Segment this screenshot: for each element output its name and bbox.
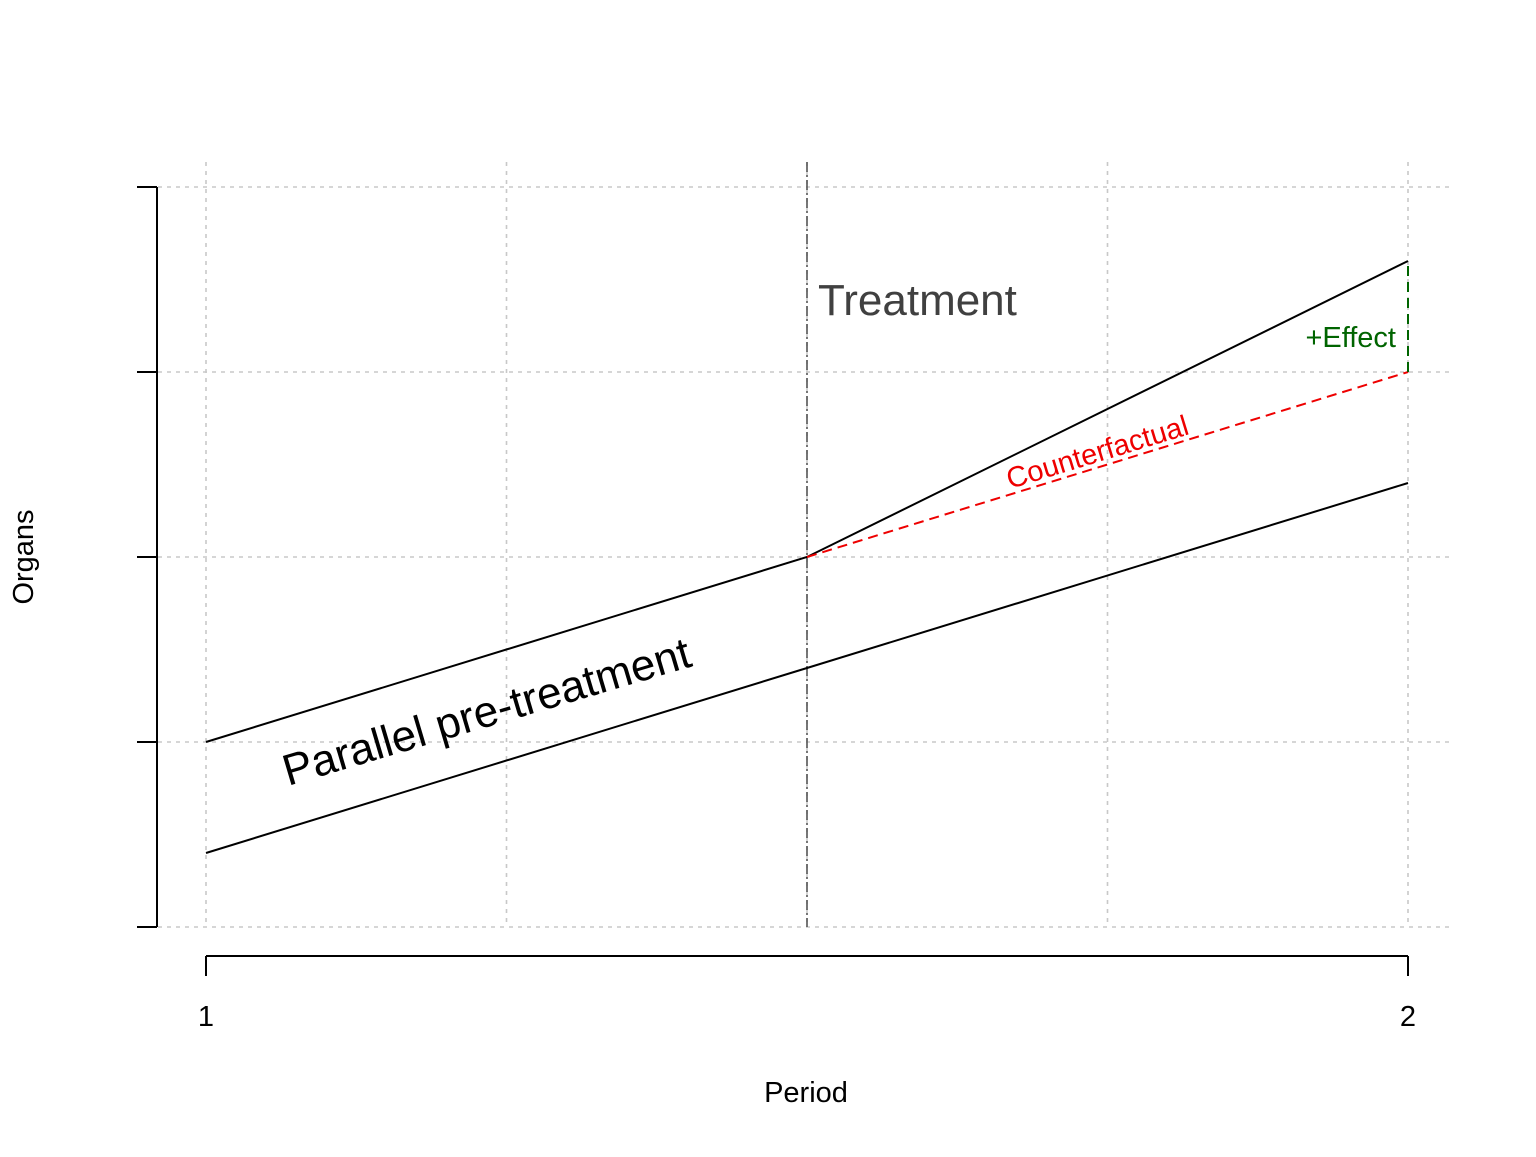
grid-layer — [158, 162, 1452, 928]
parallel-pre-treatment-annotation: Parallel pre-treatment — [277, 628, 697, 795]
effect-annotation: +Effect — [1305, 322, 1396, 354]
x-axis-label: Period — [764, 1077, 848, 1109]
series-line-2 — [806, 371, 1409, 558]
x-tick-label-0: 1 — [198, 1001, 214, 1033]
axes-layer — [156, 187, 1408, 957]
series-line-1 — [205, 482, 1409, 854]
series-layer — [205, 260, 1409, 854]
treatment-annotation: Treatment — [818, 276, 1017, 325]
counterfactual-annotation: Counterfactual — [1003, 410, 1193, 496]
y-axis-label: Organs — [8, 509, 40, 604]
x-tick-label-1: 2 — [1400, 1001, 1416, 1033]
